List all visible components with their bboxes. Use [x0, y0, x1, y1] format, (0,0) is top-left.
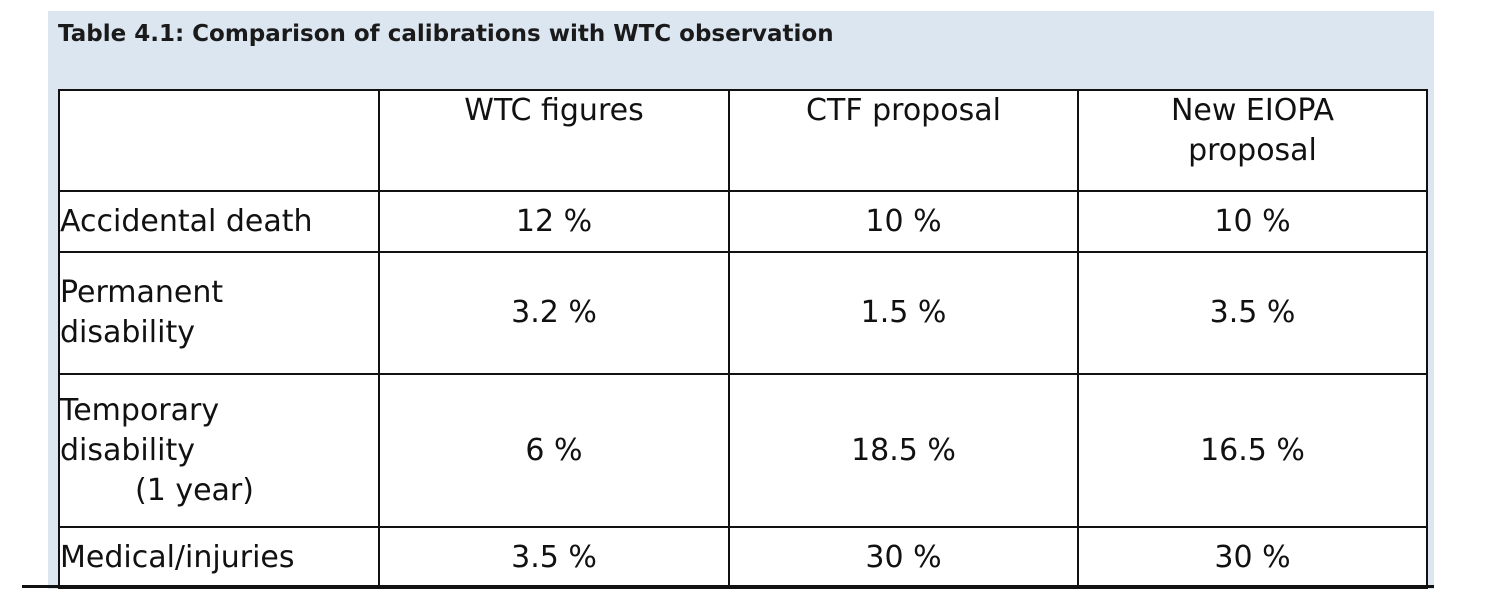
- column-header-new-eiopa-proposal: New EIOPA proposal: [1077, 89, 1428, 192]
- column-header-ctf-proposal: CTF proposal: [728, 89, 1079, 192]
- cell-ctf-proposal: 30 %: [728, 526, 1079, 589]
- cell-new-eiopa-proposal: 3.5 %: [1077, 251, 1428, 375]
- cell-new-eiopa-proposal: 10 %: [1077, 190, 1428, 253]
- row-header-temporary-disability: Temporary disability (1 year): [58, 373, 380, 528]
- cell-ctf-proposal: 18.5 %: [728, 373, 1079, 528]
- row-label-line: disability: [60, 432, 195, 468]
- cell-wtc-figures: 3.5 %: [378, 526, 730, 589]
- row-header-accidental-death: Accidental death: [58, 190, 380, 253]
- header-row: WTC figures CTF proposal New EIOPA propo…: [58, 89, 1428, 192]
- row-header-medical-injuries: Medical/injuries: [58, 526, 380, 589]
- table-caption: Table 4.1: Comparison of calibrations wi…: [58, 21, 834, 47]
- column-header-line: proposal: [1188, 133, 1317, 168]
- table-row: Accidental death 12 % 10 % 10 %: [58, 190, 1428, 253]
- cell-ctf-proposal: 1.5 %: [728, 251, 1079, 375]
- row-header-permanent-disability: Permanent disability: [58, 251, 380, 375]
- cell-wtc-figures: 3.2 %: [378, 251, 730, 375]
- cell-wtc-figures: 12 %: [378, 190, 730, 253]
- bottom-rule: [22, 585, 1434, 588]
- cell-new-eiopa-proposal: 30 %: [1077, 526, 1428, 589]
- row-label-line: (1 year): [135, 472, 254, 508]
- row-label-line: Permanent: [60, 275, 224, 310]
- cell-new-eiopa-proposal: 16.5 %: [1077, 373, 1428, 528]
- table-row: Temporary disability (1 year) 6 % 18.5 %…: [58, 373, 1428, 528]
- cell-wtc-figures: 6 %: [378, 373, 730, 528]
- column-header-line: New EIOPA: [1170, 93, 1335, 128]
- cell-ctf-proposal: 10 %: [728, 190, 1079, 253]
- table-row: Permanent disability 3.2 % 1.5 % 3.5 %: [58, 251, 1428, 375]
- row-label-line: Accidental death: [60, 203, 313, 239]
- row-label-line: disability: [60, 315, 195, 350]
- corner-cell: [58, 89, 380, 192]
- row-label-line: Medical/injuries: [60, 539, 295, 575]
- column-header-wtc-figures: WTC figures: [378, 89, 730, 192]
- row-label-line: Temporary: [60, 392, 220, 428]
- calibration-table: WTC figures CTF proposal New EIOPA propo…: [58, 89, 1428, 589]
- table-row: Medical/injuries 3.5 % 30 % 30 %: [58, 526, 1428, 589]
